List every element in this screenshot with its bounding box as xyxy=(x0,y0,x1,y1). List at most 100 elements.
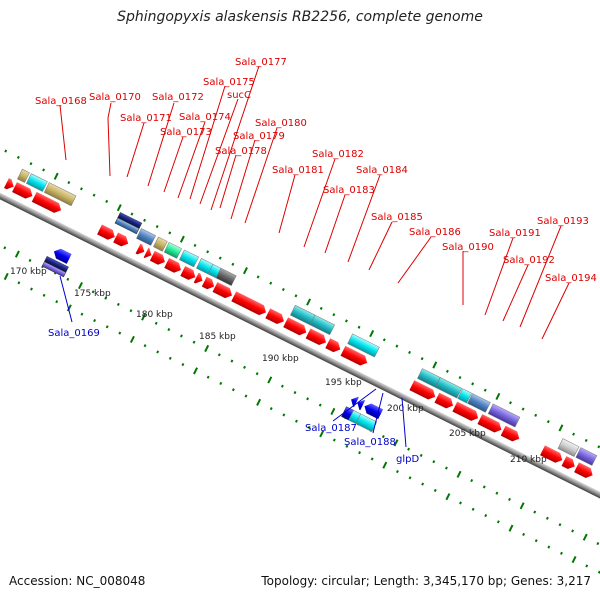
feature-box[interactable] xyxy=(487,403,521,428)
feature-box[interactable] xyxy=(41,261,67,278)
feature-box[interactable] xyxy=(136,228,157,246)
position-tick xyxy=(143,344,147,348)
cds-arrow[interactable] xyxy=(409,380,437,401)
position-tick xyxy=(53,172,59,180)
position-tick xyxy=(558,523,562,527)
gene-label[interactable]: Sala_0178 xyxy=(215,146,267,157)
gene-label[interactable]: Sala_0187 xyxy=(305,423,357,434)
gene-label[interactable]: Sala_0174 xyxy=(179,112,231,123)
feature-box[interactable] xyxy=(435,377,463,399)
feature-box[interactable] xyxy=(17,168,30,183)
gene-label[interactable]: glpD xyxy=(396,454,419,465)
cds-arrow[interactable] xyxy=(212,282,235,300)
position-tick xyxy=(104,296,108,300)
feature-box[interactable] xyxy=(557,438,580,457)
position-tick xyxy=(218,256,222,260)
feature-box[interactable] xyxy=(309,314,335,336)
gene-label[interactable]: Sala_0186 xyxy=(409,227,461,238)
position-tick xyxy=(558,424,564,432)
cds-arrow[interactable] xyxy=(31,191,64,215)
gene-label[interactable]: Sala_0168 xyxy=(35,96,87,107)
gene-label[interactable]: Sala_0170 xyxy=(89,92,141,103)
gene-label[interactable]: Sala_0193 xyxy=(537,216,589,227)
feature-box[interactable] xyxy=(153,236,168,252)
bottom-leader-lines xyxy=(59,275,407,448)
gene-label[interactable]: Sala_0192 xyxy=(503,255,555,266)
cds-arrow[interactable] xyxy=(193,272,205,286)
position-tick xyxy=(419,453,423,458)
cds-arrow[interactable] xyxy=(265,308,286,326)
gene-label[interactable]: Sala_0173 xyxy=(160,127,212,138)
gene-label[interactable]: Sala_0172 xyxy=(152,92,204,103)
position-tick xyxy=(459,501,462,505)
feature-box[interactable] xyxy=(179,249,199,268)
cds-arrow[interactable] xyxy=(231,291,268,317)
position-tick xyxy=(231,262,235,266)
scale-label: 170 kbp xyxy=(10,267,47,277)
position-tick xyxy=(231,388,235,392)
gene-label[interactable]: Sala_0184 xyxy=(356,165,408,176)
cds-arrow[interactable] xyxy=(477,414,503,435)
gene-label[interactable]: Sala_0175 xyxy=(203,77,255,88)
cds-arrow[interactable] xyxy=(540,445,565,465)
cds-arrow[interactable] xyxy=(561,456,578,471)
cds-arrow[interactable] xyxy=(283,317,308,337)
cds-arrow[interactable] xyxy=(113,232,130,249)
position-tick xyxy=(519,502,525,510)
cds-arrow[interactable] xyxy=(143,247,154,261)
cds-arrow[interactable] xyxy=(325,338,342,354)
reverse-cds-arrow[interactable] xyxy=(349,395,359,408)
cds-arrow[interactable] xyxy=(180,266,197,282)
gene-label[interactable]: Sala_0183 xyxy=(323,185,375,196)
gene-label[interactable]: Sala_0169 xyxy=(48,328,100,339)
feature-box[interactable] xyxy=(575,447,598,466)
cds-arrow[interactable] xyxy=(135,243,147,257)
position-tick xyxy=(433,488,437,492)
feature-box[interactable] xyxy=(163,241,182,259)
reverse-cds-arrow[interactable] xyxy=(362,401,384,420)
cds-arrow[interactable] xyxy=(434,392,455,411)
feature-box[interactable] xyxy=(26,173,48,192)
position-tick xyxy=(307,425,311,430)
position-tick xyxy=(282,413,286,417)
cds-arrow[interactable] xyxy=(340,345,370,368)
feature-box[interactable] xyxy=(215,267,237,286)
position-tick xyxy=(330,407,336,415)
cds-arrow[interactable] xyxy=(500,425,522,444)
gene-label[interactable]: Sala_0190 xyxy=(442,242,494,253)
cds-arrow[interactable] xyxy=(12,182,35,201)
gene-label[interactable]: Sala_0171 xyxy=(120,113,172,124)
position-tick xyxy=(105,325,109,329)
gene-label[interactable]: Sala_0179 xyxy=(233,131,285,142)
position-tick xyxy=(357,325,361,329)
gene-label[interactable]: Sala_0177 xyxy=(235,57,287,68)
gene-label[interactable]: sucC xyxy=(227,90,251,101)
position-tick xyxy=(582,533,588,541)
cds-arrow[interactable] xyxy=(452,401,480,423)
position-tick xyxy=(79,187,83,191)
feature-box[interactable] xyxy=(467,393,491,413)
feature-box[interactable] xyxy=(43,182,77,207)
gene-label[interactable]: Sala_0191 xyxy=(489,228,541,239)
reverse-cds-arrow[interactable] xyxy=(51,246,72,264)
feature-box[interactable] xyxy=(457,388,472,404)
gene-label[interactable]: Sala_0182 xyxy=(312,149,364,160)
cds-arrow[interactable] xyxy=(4,178,16,191)
gene-label[interactable]: Sala_0181 xyxy=(272,165,324,176)
gene-label[interactable]: Sala_0180 xyxy=(255,118,307,129)
position-tick xyxy=(14,250,20,258)
feature-box[interactable] xyxy=(347,333,380,358)
gene-label[interactable]: Sala_0188 xyxy=(344,437,396,448)
cds-arrow[interactable] xyxy=(164,257,183,275)
feature-box[interactable] xyxy=(114,217,140,235)
gene-label[interactable]: Sala_0194 xyxy=(545,273,597,284)
cds-arrow[interactable] xyxy=(574,462,595,480)
cds-arrow[interactable] xyxy=(149,250,167,267)
cds-arrow[interactable] xyxy=(305,328,329,347)
gene-label[interactable]: Sala_0185 xyxy=(371,212,423,223)
bottom-gene-labels: Sala_0169 Sala_0187 Sala_0188 glpD xyxy=(48,328,419,465)
cds-arrow[interactable] xyxy=(201,276,217,292)
position-tick xyxy=(141,313,147,321)
cds-arrow[interactable] xyxy=(97,224,117,242)
reverse-cds-arrow[interactable] xyxy=(355,398,366,411)
